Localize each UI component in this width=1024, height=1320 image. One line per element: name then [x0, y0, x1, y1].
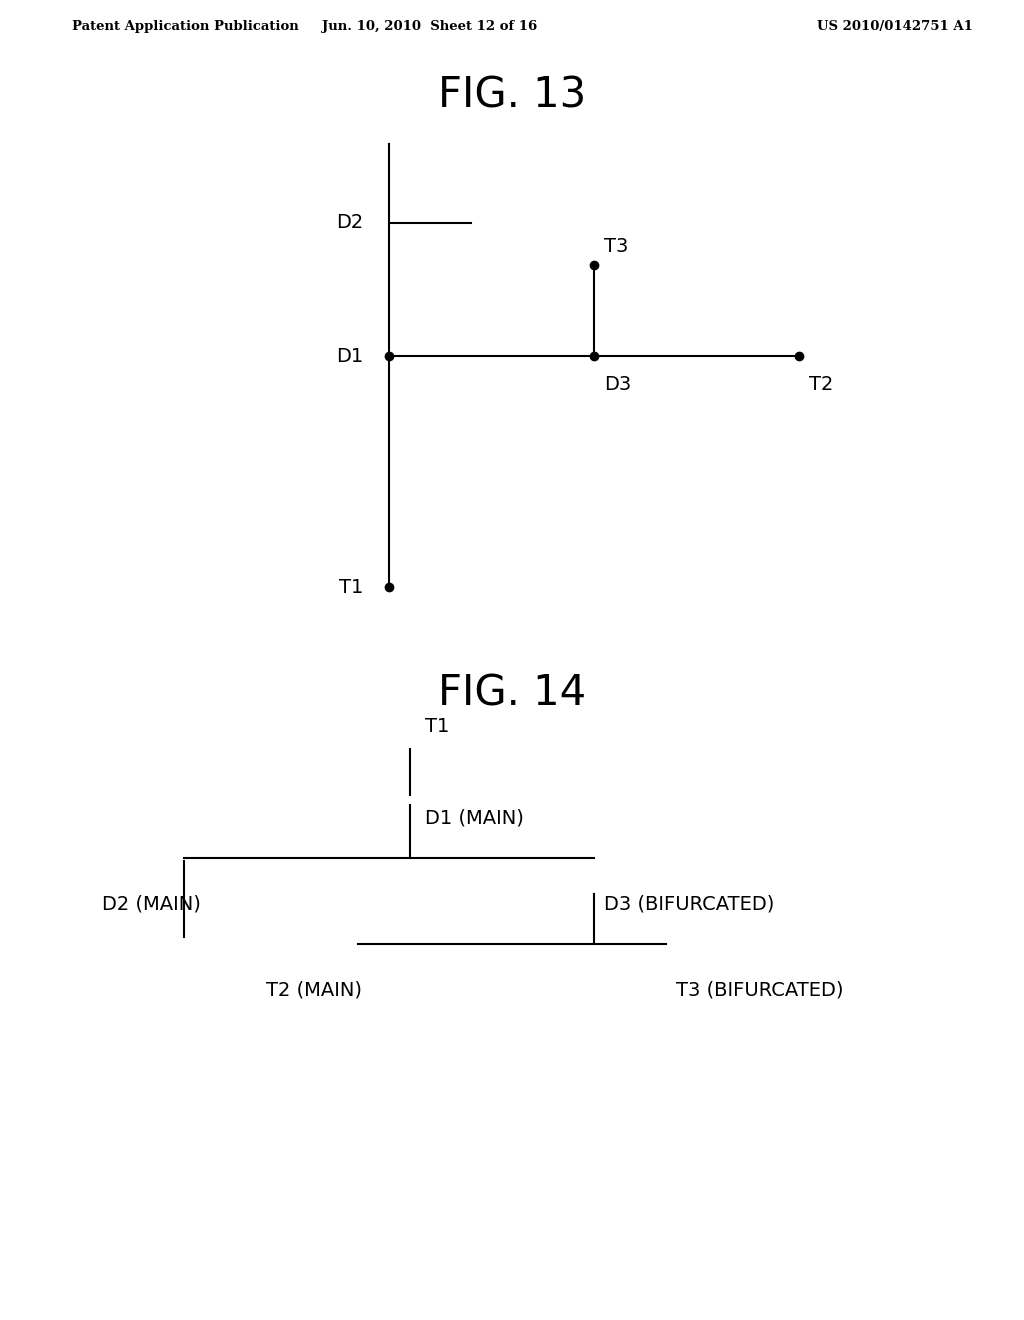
Text: D1: D1	[336, 347, 364, 366]
Text: T3: T3	[604, 238, 629, 256]
Text: D3: D3	[604, 375, 632, 393]
Text: D3 (BIFURCATED): D3 (BIFURCATED)	[604, 895, 774, 913]
Text: T1: T1	[339, 578, 364, 597]
Text: D2: D2	[336, 214, 364, 232]
Text: US 2010/0142751 A1: US 2010/0142751 A1	[817, 20, 973, 33]
Text: FIG. 13: FIG. 13	[438, 74, 586, 116]
Text: T2 (MAIN): T2 (MAIN)	[266, 979, 362, 999]
Text: T3 (BIFURCATED): T3 (BIFURCATED)	[676, 979, 844, 999]
Text: Jun. 10, 2010  Sheet 12 of 16: Jun. 10, 2010 Sheet 12 of 16	[323, 20, 538, 33]
Text: Patent Application Publication: Patent Application Publication	[72, 20, 298, 33]
Text: T1: T1	[425, 717, 450, 737]
Text: D2 (MAIN): D2 (MAIN)	[102, 895, 202, 913]
Text: T2: T2	[809, 375, 834, 393]
Text: FIG. 14: FIG. 14	[438, 672, 586, 714]
Text: D1 (MAIN): D1 (MAIN)	[425, 808, 524, 828]
